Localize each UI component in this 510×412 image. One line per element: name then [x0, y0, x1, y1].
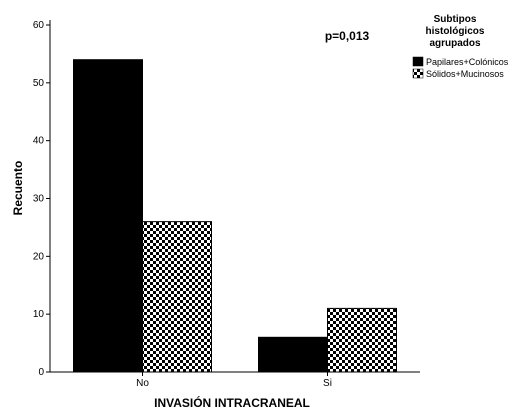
- legend: Subtipos histológicos agrupados Papilare…: [412, 14, 509, 79]
- y-tick-label: 0: [38, 367, 44, 378]
- legend-title-line-1: Subtipos: [434, 14, 477, 25]
- y-tick-label: 50: [33, 78, 45, 89]
- legend-title-line-2: histológicos: [426, 26, 485, 37]
- bars: [73, 59, 397, 373]
- y-tick-label: 60: [33, 20, 45, 31]
- x-axis-title: INVASIÓN INTRACRANEAL: [154, 395, 310, 410]
- y-axis-title: Recuento: [11, 161, 25, 216]
- bar-no-series-2: [142, 221, 212, 373]
- legend-swatch-checkerboard: [412, 68, 424, 79]
- y-tick-label: 30: [33, 194, 45, 205]
- bar-no-series-1: [73, 59, 143, 373]
- x-ticks: No Si: [136, 372, 332, 389]
- p-value-annotation: p=0,013: [325, 29, 370, 43]
- legend-title-line-3: agrupados: [429, 38, 481, 49]
- y-tick-label: 10: [33, 309, 45, 320]
- y-ticks: 0 10 20 30 40 50 60: [33, 20, 50, 378]
- bar-si-series-2: [327, 307, 397, 373]
- y-tick-label: 40: [33, 136, 45, 147]
- bar-si-series-1: [258, 336, 328, 373]
- legend-swatch-solid: [412, 56, 424, 67]
- y-tick-label: 20: [33, 251, 45, 262]
- legend-label-series-1: Papilares+Colónicos: [426, 57, 509, 67]
- x-tick-label: Si: [323, 378, 332, 389]
- x-tick-label: No: [136, 378, 149, 389]
- legend-label-series-2: Sólidos+Mucinosos: [426, 69, 504, 79]
